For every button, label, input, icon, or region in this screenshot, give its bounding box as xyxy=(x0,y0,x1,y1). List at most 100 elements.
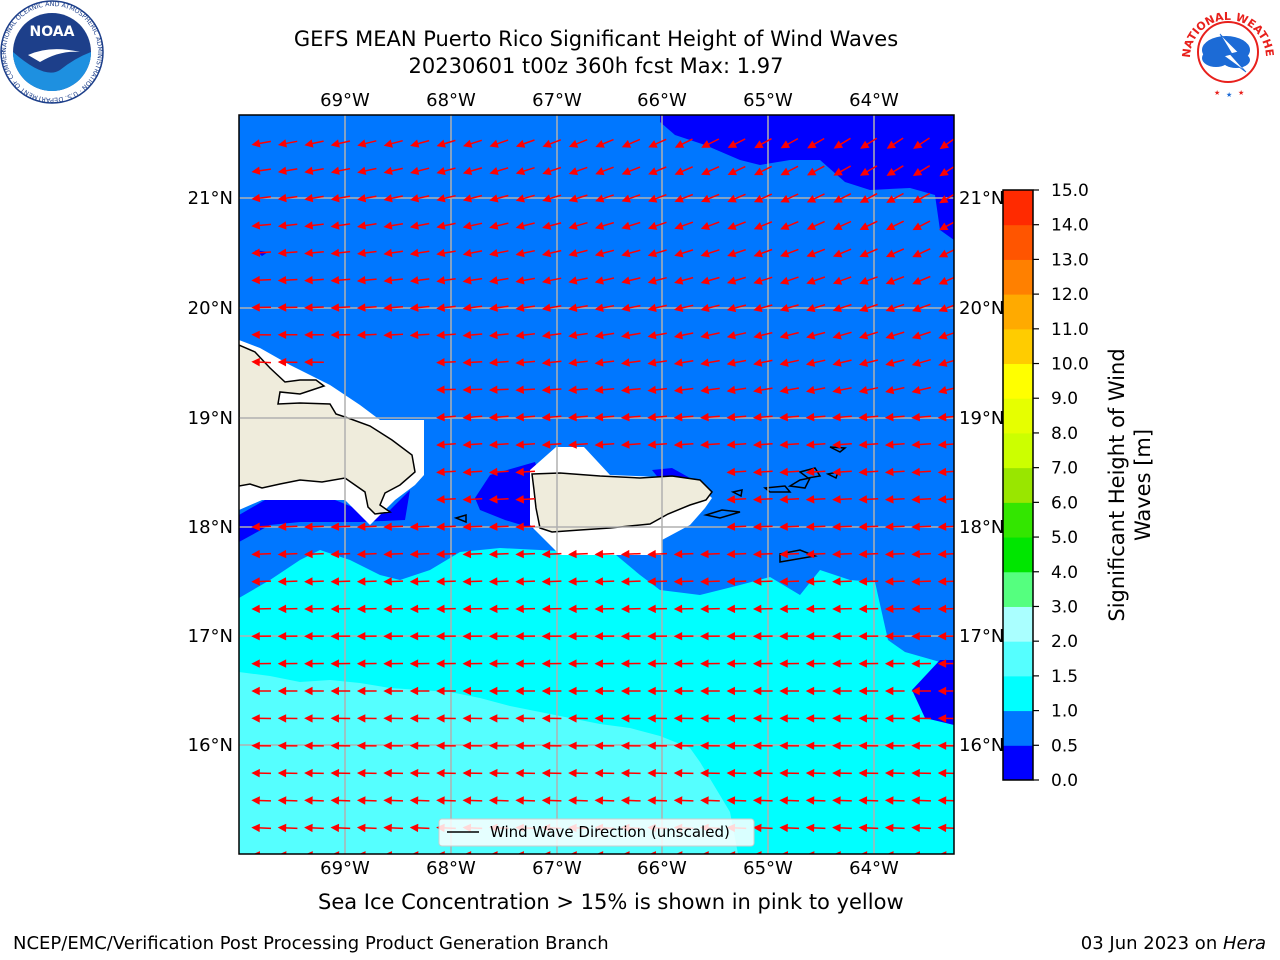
chart-title: GEFS MEAN Puerto Rico Significant Height… xyxy=(293,27,899,51)
wind-arrow-head xyxy=(726,358,736,367)
wind-arrow-head xyxy=(409,604,419,614)
wind-arrow-head xyxy=(383,276,393,285)
wind-arrow-head xyxy=(251,768,260,778)
wind-arrow-head xyxy=(700,249,710,258)
wind-arrow-head xyxy=(620,385,630,395)
wind-arrow-shaft xyxy=(702,855,720,856)
wind-arrow-head xyxy=(356,686,366,696)
wind-arrow-head xyxy=(462,796,472,805)
wind-arrow-head xyxy=(700,714,709,723)
map-frame xyxy=(238,114,955,855)
wind-arrow-head xyxy=(541,412,551,422)
island-vieques xyxy=(703,509,741,519)
wind-arrow-head xyxy=(304,358,313,367)
wind-arrow-head xyxy=(726,331,736,340)
wind-arrow-head xyxy=(911,549,920,559)
wind-arrow-head xyxy=(832,249,843,258)
wind-arrow-head xyxy=(621,194,631,203)
wind-arrow-head xyxy=(647,412,657,422)
wind-arrow-head xyxy=(859,195,870,203)
wind-arrow-head xyxy=(436,522,445,531)
wind-arrow-head xyxy=(884,659,894,668)
wind-arrow-shaft xyxy=(543,855,561,856)
wind-arrow-head xyxy=(885,304,895,313)
wind-arrow-shaft xyxy=(807,855,825,856)
wind-arrow-head xyxy=(754,140,764,149)
wind-arrow-head xyxy=(884,741,894,750)
wind-arrow-head xyxy=(356,577,366,586)
wind-arrow-head xyxy=(595,167,605,176)
wind-arrow-head xyxy=(330,604,340,614)
wind-arrow-head xyxy=(515,412,525,422)
wind-arrow-head xyxy=(805,823,815,833)
wind-arrow-head xyxy=(356,714,366,723)
wind-arrow-head xyxy=(488,330,498,340)
wind-arrow-head xyxy=(488,659,498,668)
wind-arrow-head xyxy=(780,167,790,176)
wind-arrow-head xyxy=(409,741,419,750)
wind-arrow-head xyxy=(304,330,313,339)
wind-arrow-head xyxy=(251,139,261,148)
wind-arrow-head xyxy=(912,222,922,231)
wind-arrow-head xyxy=(752,522,762,531)
wind-arrow-head xyxy=(304,221,314,230)
wind-arrow-head xyxy=(673,604,683,614)
wind-arrow-head xyxy=(726,741,736,750)
wind-arrow-head xyxy=(568,249,578,258)
wind-arrow-head xyxy=(832,495,841,504)
wind-arrow-head xyxy=(251,303,260,312)
wind-arrow-head xyxy=(858,440,868,449)
wind-arrow-head xyxy=(885,331,895,340)
wind-arrow-head xyxy=(541,604,551,614)
wind-arrow-head xyxy=(752,495,762,504)
map-legend: Wind Wave Direction (unscaled) xyxy=(438,818,755,847)
noaa-logo: NATIONAL OCEANIC AND ATMOSPHERIC ADMINIS… xyxy=(0,0,104,104)
wind-arrow-head xyxy=(357,248,366,258)
wind-arrow-head xyxy=(779,276,790,285)
wind-arrow-head xyxy=(515,495,525,504)
wind-arrow-head xyxy=(277,823,287,833)
wind-arrow-head xyxy=(541,385,551,394)
wind-arrow-head xyxy=(488,577,498,586)
lon-label-top: 66°W xyxy=(637,90,687,111)
colorbar-tick-label: 0.0 xyxy=(1051,771,1078,791)
wind-arrow-head xyxy=(779,577,788,586)
wind-arrow-shaft xyxy=(728,855,746,856)
wind-arrow-head xyxy=(541,796,551,805)
wind-arrow-head xyxy=(436,330,445,340)
wind-arrow-head xyxy=(885,358,895,367)
svg-text:Waves [m]: Waves [m] xyxy=(1131,429,1155,541)
wind-arrow-head xyxy=(858,495,868,504)
wind-arrow-head xyxy=(700,276,710,285)
wind-arrow-head xyxy=(620,659,630,668)
colorbar-segment xyxy=(1003,502,1033,538)
wind-arrow-head xyxy=(621,221,631,230)
wind-arrow-head xyxy=(383,604,392,614)
colorbar-tick-label: 11.0 xyxy=(1051,320,1089,340)
wind-arrow-head xyxy=(515,194,525,203)
wind-arrow-head xyxy=(780,222,790,230)
wind-arrow-head xyxy=(780,140,791,149)
wind-arrow-head xyxy=(620,412,630,422)
wind-arrow-head xyxy=(620,604,630,614)
wind-arrow-head xyxy=(858,686,867,696)
wind-arrow-head xyxy=(277,549,287,559)
wind-arrow-head xyxy=(620,686,630,696)
wind-arrow-head xyxy=(436,467,445,477)
wind-arrow-head xyxy=(488,467,498,477)
wind-arrow-head xyxy=(753,331,763,340)
island-mona xyxy=(453,513,467,524)
wind-arrow-head xyxy=(779,522,788,531)
wind-arrow-head xyxy=(462,248,472,258)
lat-label-right: 17°N xyxy=(959,626,1004,647)
wind-arrow-head xyxy=(594,358,604,367)
wind-arrow-head xyxy=(621,249,631,258)
wind-arrow-head xyxy=(568,303,578,312)
nws-logo: NATIONAL WEATHER SERVICE ★ ★ ★ xyxy=(1176,0,1276,99)
wind-arrow-head xyxy=(277,659,287,668)
wind-arrow-head xyxy=(647,631,656,641)
wind-arrow-head xyxy=(383,577,392,586)
wind-arrow-head xyxy=(356,276,366,285)
wind-arrow-head xyxy=(410,139,420,148)
wind-arrow-head xyxy=(436,385,445,394)
